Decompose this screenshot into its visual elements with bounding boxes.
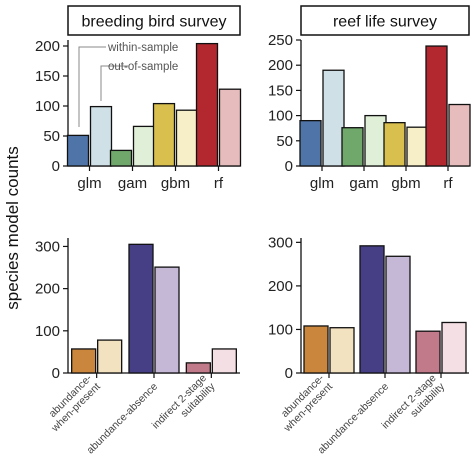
bar-out-of-sample: [385, 255, 411, 374]
x-tick-label: rf: [443, 175, 453, 192]
bar-out-of-sample: [132, 125, 156, 167]
bar-within-sample: [128, 243, 154, 374]
y-tick-label: 200: [268, 278, 293, 295]
panel-title-box: [67, 5, 241, 36]
panel-breeding-bird-approaches: 0100200300abundance-when-presentabundanc…: [35, 238, 240, 456]
bar-out-of-sample: [441, 321, 467, 374]
bar-within-sample: [425, 45, 448, 167]
bar-within-sample: [185, 362, 211, 374]
bar-out-of-sample: [97, 339, 123, 374]
x-tick-label: gam: [349, 175, 378, 192]
bar-within-sample: [341, 127, 364, 167]
x-tick-label: indirect 2-stagesuitability: [379, 372, 447, 440]
y-axis-title: species model counts: [3, 146, 22, 309]
panel-title-box: [300, 5, 470, 36]
bar-within-sample: [152, 102, 176, 167]
y-tick-label: 250: [268, 32, 293, 49]
bar-within-sample: [299, 119, 322, 167]
y-tick-label: 0: [285, 158, 293, 175]
y-tick-label: 200: [35, 281, 60, 298]
y-tick-label: 0: [52, 365, 60, 382]
bar-within-sample: [415, 330, 441, 374]
y-tick-label: 0: [285, 365, 293, 382]
x-tick-label: rf: [214, 175, 224, 192]
bar-out-of-sample: [448, 103, 471, 167]
out-of-sample-callout-line: [100, 65, 128, 101]
y-tick-label: 200: [35, 38, 60, 55]
x-tick-label: gam: [118, 175, 147, 192]
bar-within-sample: [383, 122, 406, 167]
bar-out-of-sample: [211, 348, 237, 374]
bar-out-of-sample: [89, 105, 113, 167]
y-tick-label: 200: [268, 57, 293, 74]
bar-out-of-sample: [322, 69, 345, 167]
bar-within-sample: [109, 149, 133, 167]
y-tick-label: 50: [276, 133, 293, 150]
y-tick-label: 50: [43, 128, 60, 145]
x-tick-label: gbm: [391, 175, 420, 192]
y-tick-label: 100: [35, 323, 60, 340]
y-tick-label: 0: [52, 158, 60, 175]
x-tick-label: gbm: [161, 175, 190, 192]
panel-reef-life-models: reef life survey 0 50 100 150 200 250 glm gam gbm…: [268, 5, 471, 192]
y-tick-label: 150: [268, 82, 293, 99]
y-tick-label: 100: [268, 321, 293, 338]
bar-out-of-sample: [154, 266, 180, 374]
y-tick-label: 100: [35, 98, 60, 115]
x-tick-label: abundance-when-present: [272, 372, 335, 435]
y-tick-label: 300: [268, 234, 293, 251]
bar-within-sample: [71, 348, 97, 374]
bar-out-of-sample: [329, 327, 355, 374]
x-tick-label: glm: [77, 175, 101, 192]
bar-out-of-sample: [364, 114, 387, 167]
bar-out-of-sample: [406, 126, 429, 167]
y-tick-label: 150: [35, 68, 60, 85]
x-tick-label: abundance-when-present: [40, 372, 103, 435]
panel-title: breeding bird survey: [82, 14, 227, 31]
bar-out-of-sample: [175, 109, 199, 167]
out-of-sample-label: out-of-sample: [108, 61, 178, 73]
panel-reef-life-approaches: 0100200300abundance-when-presentabundanc…: [268, 234, 469, 456]
x-tick-label: indirect 2-stagesuitability: [150, 372, 218, 440]
within-sample-callout-line: [78, 46, 106, 127]
legend-annotations: within-sample out-of-sample: [78, 42, 178, 127]
bar-out-of-sample: [218, 88, 242, 167]
bar-within-sample: [66, 134, 90, 167]
bar-within-sample: [195, 42, 219, 167]
within-sample-label: within-sample: [107, 42, 178, 54]
y-tick-label: 300: [35, 238, 60, 255]
panel-breeding-bird-models: breeding bird survey 0 50 100 150 200 glm gam gb…: [35, 5, 242, 192]
x-tick-label: glm: [310, 175, 334, 192]
y-tick-label: 100: [268, 108, 293, 125]
panel-title: reef life survey: [333, 14, 437, 31]
bar-within-sample: [303, 325, 329, 374]
bar-within-sample: [359, 245, 385, 374]
